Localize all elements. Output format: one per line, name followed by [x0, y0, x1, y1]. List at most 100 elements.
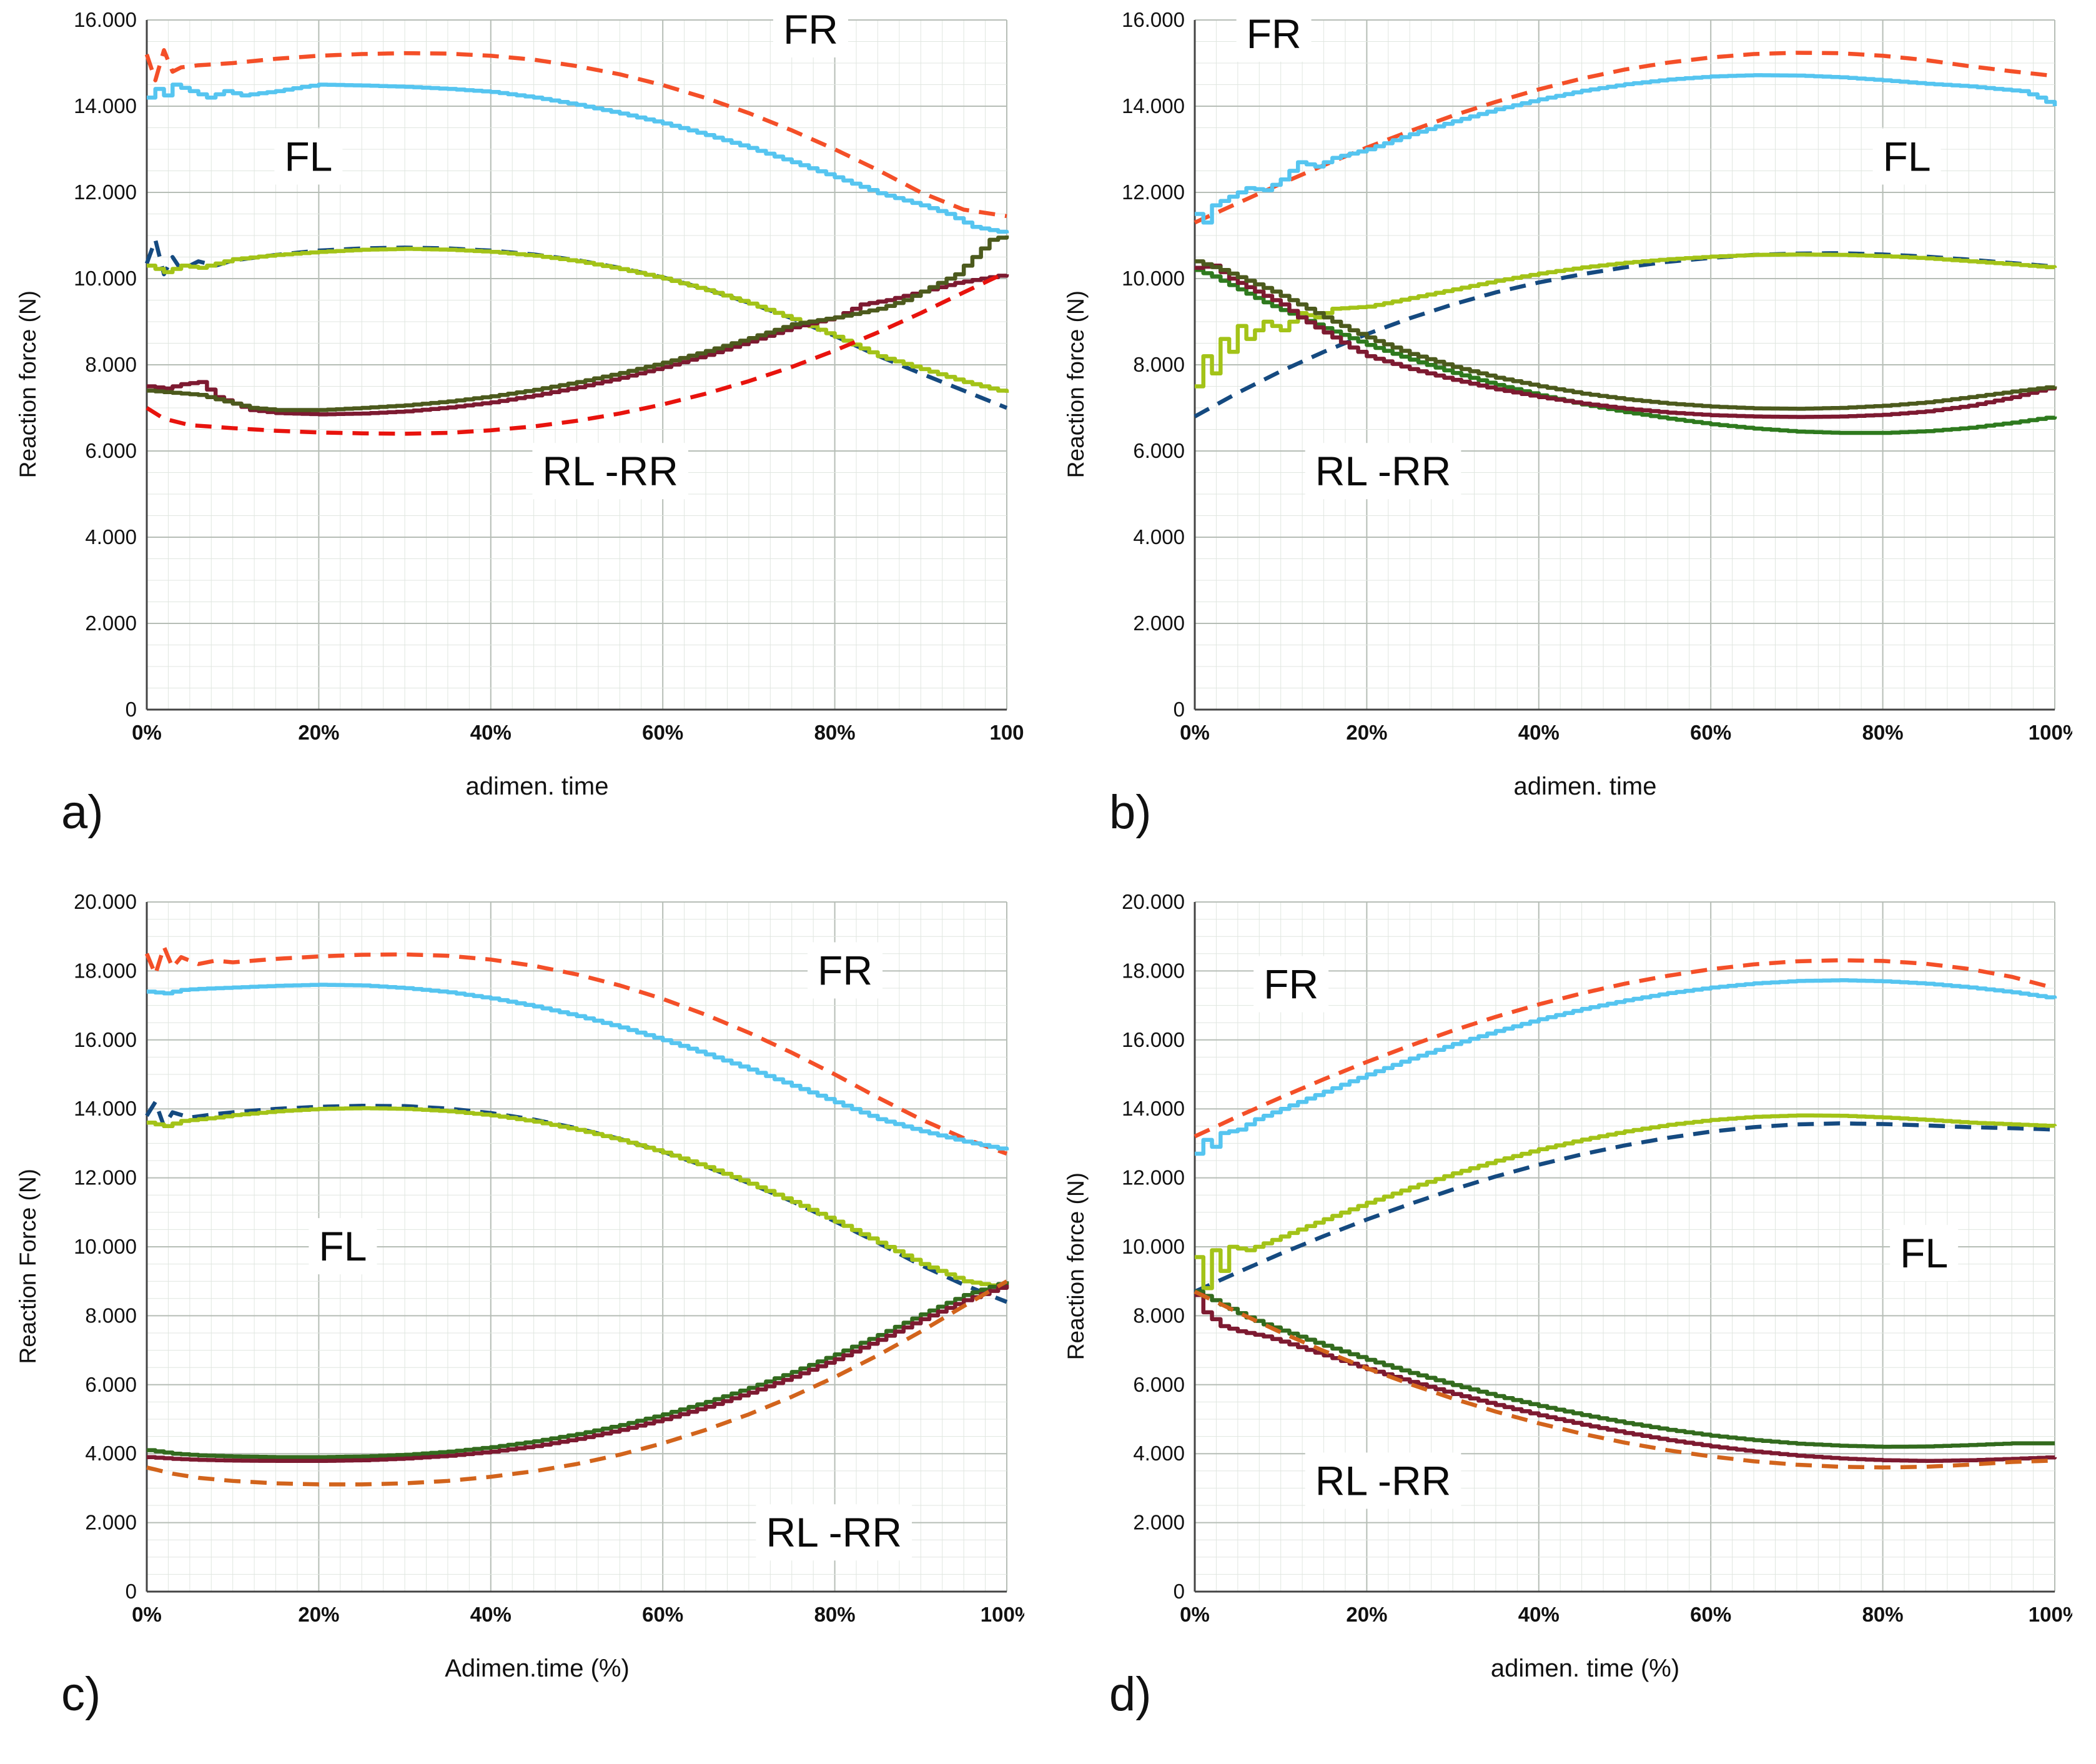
plot-area-d: 0 2.000 4.000 6.000 8.000 10.000 12.000 14.000 1… [1098, 887, 2072, 1646]
chart-panel-c: Reaction Force (N) 0 2.000 4.000 6.000 8.000… [0, 882, 1048, 1764]
x-tick-label: 0% [1180, 721, 1210, 744]
series-RL-RR-reference-dashed [1194, 1289, 2055, 1470]
y-tick-label: 6.000 [1133, 439, 1185, 462]
annotation-background [1305, 1452, 1461, 1509]
y-tick-label: 18.000 [74, 959, 137, 982]
panel-label-a: a) [61, 786, 104, 839]
y-tick-label: 6.000 [85, 1373, 137, 1396]
y-tick-label: 18.000 [1122, 959, 1185, 982]
series-FR-reference-dashed [1194, 51, 2055, 225]
y-tick-label: 14.000 [74, 1097, 137, 1120]
y-tick-label: 16.000 [74, 8, 137, 31]
series-FR-reference-dashed [144, 48, 1007, 219]
series-FR-simulation-solid [147, 983, 1009, 1151]
series-RL-simulation-solid [147, 1281, 1009, 1459]
bottom-row-b: b) adimen. time [1098, 764, 2072, 870]
y-axis-title-text: Reaction Force (N) [15, 1169, 41, 1364]
y-tick-label: 20.000 [1122, 890, 1185, 913]
y-tick-label: 16.000 [1122, 8, 1185, 31]
annotation-fr: FR [818, 947, 873, 993]
y-tick-label: 4.000 [85, 1442, 137, 1465]
bottom-row-d: d) adimen. time (%) [1098, 1646, 2072, 1752]
series-RL-simulation-solid [1195, 1289, 2055, 1449]
y-tick-label: 10.000 [74, 267, 137, 290]
x-tick-label: 60% [642, 721, 683, 744]
y-tick-label: 0 [126, 698, 137, 721]
y-tick-label: 10.000 [74, 1235, 137, 1258]
y-tick-label: 16.000 [74, 1028, 137, 1051]
y-tick-label: 8.000 [1133, 1304, 1185, 1327]
annotation-fl: FL [319, 1223, 367, 1269]
x-tick-label: 100% [981, 1603, 1024, 1626]
y-tick-label: 0 [1174, 1580, 1185, 1603]
x-tick-label: 20% [1346, 1603, 1387, 1626]
x-tick-label: 100 [989, 721, 1024, 744]
annotation-rl-rr: RL -RR [542, 448, 678, 494]
y-tick-label: 0 [1174, 698, 1185, 721]
annotation-background [808, 942, 883, 999]
x-tick-label: 40% [470, 721, 512, 744]
annotation-background [773, 5, 848, 57]
y-tick-label: 14.000 [1122, 1097, 1185, 1120]
plot-area-a: 0 2.000 4.000 6.000 8.000 10.000 12.000 14.000 1… [50, 5, 1024, 764]
y-axis-title-d: Reaction force (N) [1054, 887, 1098, 1646]
y-axis-title-c: Reaction Force (N) [6, 887, 50, 1646]
y-tick-label: 14.000 [1122, 94, 1185, 117]
y-tick-label: 12.000 [1122, 181, 1185, 204]
x-tick-label: 60% [642, 1603, 683, 1626]
panel-label-b: b) [1109, 786, 1152, 839]
y-tick-label: 8.000 [85, 353, 137, 376]
annotation-background [274, 128, 343, 185]
annotation-rl-rr: RL -RR [1315, 1457, 1451, 1504]
y-tick-label: 4.000 [85, 525, 137, 548]
series-RR-simulation-solid [147, 1284, 1009, 1464]
y-tick-label: 10.000 [1122, 1235, 1185, 1258]
x-tick-label: 20% [298, 1603, 339, 1626]
x-tick-label: 60% [1690, 721, 1731, 744]
y-tick-label: 14.000 [74, 94, 137, 117]
annotation-fl: FL [284, 134, 332, 180]
series-RR-simulation-solid [147, 274, 1009, 417]
y-axis-title-text: Reaction force (N) [1063, 1172, 1089, 1360]
x-axis-title-a: adimen. time [465, 773, 609, 800]
series-FL-reference-dashed [1194, 1121, 2055, 1294]
annotation-background [1890, 1225, 1959, 1282]
y-axis-title-b: Reaction force (N) [1054, 5, 1098, 764]
x-tick-label: 80% [1862, 1603, 1904, 1626]
annotation-background [1253, 956, 1329, 1013]
annotation-background [1305, 443, 1461, 500]
series-FR-simulation-solid [1195, 978, 2057, 1156]
x-tick-label: 0% [1180, 1603, 1210, 1626]
x-axis-title-c: Adimen.time (%) [445, 1655, 630, 1682]
y-tick-label: 12.000 [74, 181, 137, 204]
y-tick-label: 2.000 [85, 1511, 137, 1534]
series-RL-simulation-solid [1195, 267, 2057, 435]
series-RL-RR-reference-dashed [146, 270, 1008, 436]
x-tick-label: 100% [2029, 721, 2072, 744]
annotation-background [309, 1218, 377, 1275]
y-tick-label: 10.000 [1122, 267, 1185, 290]
y-tick-label: 12.000 [1122, 1166, 1185, 1189]
x-tick-label: 80% [814, 1603, 856, 1626]
y-tick-label: 4.000 [1133, 1442, 1185, 1465]
y-tick-label: 2.000 [1133, 1511, 1185, 1534]
y-tick-label: 6.000 [85, 439, 137, 462]
annotation-fr: FR [1263, 961, 1318, 1008]
panel-label-d: d) [1109, 1668, 1152, 1721]
x-tick-label: 80% [814, 721, 856, 744]
series-FL-simulation-solid [1195, 252, 2057, 389]
y-tick-label: 16.000 [1122, 1028, 1185, 1051]
y-tick-label: 2.000 [1133, 612, 1185, 635]
y-axis-title-text: Reaction force (N) [15, 290, 41, 478]
annotation-fr: FR [783, 6, 838, 52]
x-axis-title-d: adimen. time (%) [1490, 1655, 1680, 1682]
series-rear-curve-solid-olive [1195, 259, 2057, 411]
x-tick-label: 0% [132, 1603, 162, 1626]
x-tick-label: 100% [2029, 1603, 2072, 1626]
series-FR-simulation-solid [147, 82, 1009, 234]
series-FL-simulation-solid [1195, 1113, 2057, 1291]
series-FR-simulation-solid [1195, 73, 2057, 225]
series-RR-simulation-solid [1195, 264, 2057, 419]
series-RL-simulation-solid [147, 235, 1009, 412]
